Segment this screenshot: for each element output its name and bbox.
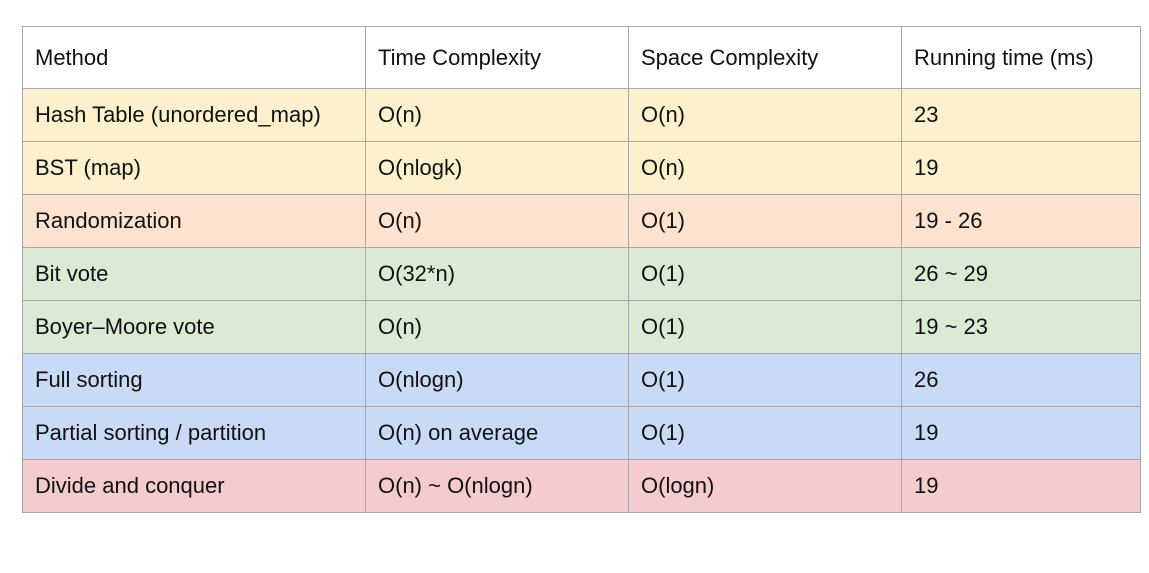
time-complexity-cell: O(n) ~ O(nlogn): [365, 459, 629, 513]
space-complexity-cell: O(1): [628, 300, 902, 354]
table-row: Bit vote O(32*n) O(1) 26 ~ 29: [22, 247, 1141, 301]
method-cell: Bit vote: [22, 247, 366, 301]
time-complexity-cell: O(n): [365, 300, 629, 354]
time-complexity-cell: O(n) on average: [365, 406, 629, 460]
header-space-complexity: Space Complexity: [628, 26, 902, 89]
space-complexity-cell: O(1): [628, 194, 902, 248]
method-cell: Full sorting: [22, 353, 366, 407]
header-time-complexity: Time Complexity: [365, 26, 629, 89]
table-row: Hash Table (unordered_map) O(n) O(n) 23: [22, 88, 1141, 142]
time-complexity-cell: O(nlogk): [365, 141, 629, 195]
running-time-cell: 23: [901, 88, 1141, 142]
space-complexity-cell: O(logn): [628, 459, 902, 513]
method-cell: Randomization: [22, 194, 366, 248]
space-complexity-cell: O(n): [628, 141, 902, 195]
space-complexity-cell: O(1): [628, 247, 902, 301]
method-cell: Boyer–Moore vote: [22, 300, 366, 354]
table-row: Divide and conquer O(n) ~ O(nlogn) O(log…: [22, 459, 1141, 513]
time-complexity-cell: O(n): [365, 88, 629, 142]
time-complexity-cell: O(32*n): [365, 247, 629, 301]
running-time-cell: 19: [901, 406, 1141, 460]
running-time-cell: 19: [901, 141, 1141, 195]
time-complexity-cell: O(nlogn): [365, 353, 629, 407]
table-row: Partial sorting / partition O(n) on aver…: [22, 406, 1141, 460]
method-cell: Divide and conquer: [22, 459, 366, 513]
table-row: Boyer–Moore vote O(n) O(1) 19 ~ 23: [22, 300, 1141, 354]
header-running-time: Running time (ms): [901, 26, 1141, 89]
table-row: BST (map) O(nlogk) O(n) 19: [22, 141, 1141, 195]
running-time-cell: 19: [901, 459, 1141, 513]
method-cell: BST (map): [22, 141, 366, 195]
running-time-cell: 26 ~ 29: [901, 247, 1141, 301]
table-row: Randomization O(n) O(1) 19 - 26: [22, 194, 1141, 248]
space-complexity-cell: O(1): [628, 406, 902, 460]
header-method: Method: [22, 26, 366, 89]
space-complexity-cell: O(n): [628, 88, 902, 142]
running-time-cell: 26: [901, 353, 1141, 407]
method-cell: Hash Table (unordered_map): [22, 88, 366, 142]
time-complexity-cell: O(n): [365, 194, 629, 248]
complexity-table: Method Time Complexity Space Complexity …: [22, 26, 1141, 513]
method-cell: Partial sorting / partition: [22, 406, 366, 460]
running-time-cell: 19 - 26: [901, 194, 1141, 248]
running-time-cell: 19 ~ 23: [901, 300, 1141, 354]
space-complexity-cell: O(1): [628, 353, 902, 407]
table-header-row: Method Time Complexity Space Complexity …: [22, 26, 1141, 89]
table-row: Full sorting O(nlogn) O(1) 26: [22, 353, 1141, 407]
